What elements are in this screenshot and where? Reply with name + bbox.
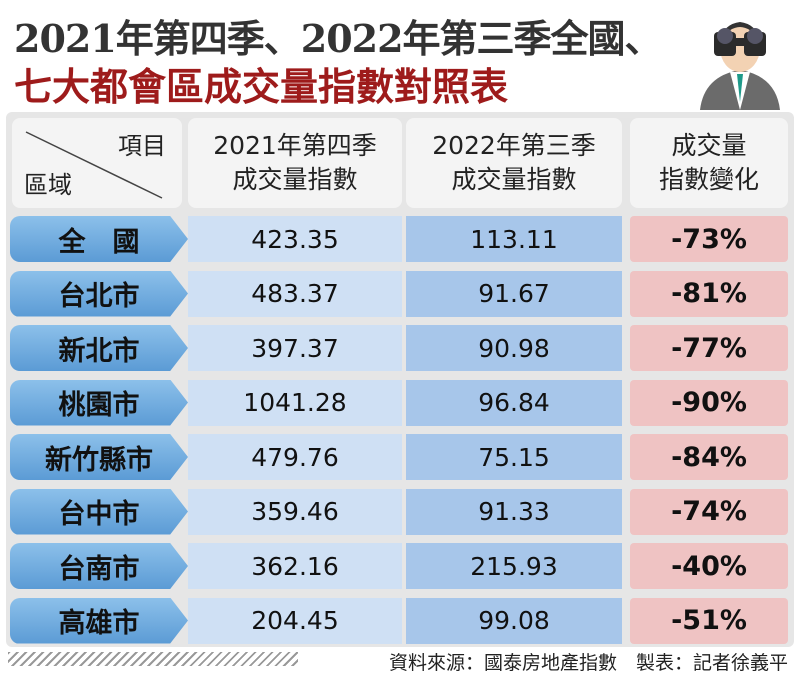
- index-2022-cell: 91.67: [406, 270, 622, 317]
- change-cell: -84%: [630, 434, 788, 480]
- index-2021-cell: 483.37: [188, 270, 402, 317]
- index-2021-cell: 397.37: [188, 325, 402, 371]
- binocular-icon: [700, 22, 780, 110]
- index-2022-cell: 215.93: [406, 543, 622, 589]
- change-cell: -74%: [630, 488, 788, 535]
- corner-top: 項目: [118, 132, 166, 160]
- index-2022-cell: 90.98: [406, 325, 622, 371]
- header-text: 成交量指數: [232, 165, 358, 194]
- header-text: 2022年第三季: [432, 131, 596, 160]
- index-2021-cell: 479.76: [188, 434, 402, 480]
- header-cell: 成交量 指數變化: [630, 118, 788, 208]
- region-cell: 台北市: [10, 270, 188, 317]
- header-text: 成交量: [671, 131, 747, 160]
- footer-hatch: [8, 652, 298, 666]
- title: 2021年第四季、2022年第三季全國、: [14, 16, 663, 61]
- corner-cell: 項目 區域: [12, 118, 182, 208]
- header-text: 2021年第四季: [213, 131, 377, 160]
- header-cell: 2022年第三季 成交量指數: [406, 118, 622, 208]
- index-2021-cell: 359.46: [188, 488, 402, 535]
- header-cell: 2021年第四季 成交量指數: [188, 118, 402, 208]
- region-cell: 高雄市: [10, 597, 188, 644]
- index-2022-cell: 113.11: [406, 216, 622, 262]
- region-cell: 全 國: [10, 216, 188, 262]
- corner-bottom: 區域: [24, 171, 72, 199]
- subtitle: 七大都會區成交量指數對照表: [14, 64, 509, 109]
- corner-diagonal: [25, 131, 163, 199]
- region-cell: 台中市: [10, 488, 188, 535]
- region-cell: 台南市: [10, 543, 188, 589]
- region-cell: 桃園市: [10, 379, 188, 426]
- change-cell: -77%: [630, 325, 788, 371]
- header-text: 成交量指數: [451, 165, 577, 194]
- region-cell: 新北市: [10, 325, 188, 371]
- index-2021-cell: 204.45: [188, 597, 402, 644]
- index-2022-cell: 96.84: [406, 379, 622, 426]
- region-cell: 新竹縣市: [10, 434, 188, 480]
- change-cell: -40%: [630, 543, 788, 589]
- index-2021-cell: 423.35: [188, 216, 402, 262]
- index-2022-cell: 75.15: [406, 434, 622, 480]
- index-2021-cell: 1041.28: [188, 379, 402, 426]
- change-cell: -73%: [630, 216, 788, 262]
- change-cell: -81%: [630, 270, 788, 317]
- change-cell: -51%: [630, 597, 788, 644]
- index-2021-cell: 362.16: [188, 543, 402, 589]
- footer: 資料來源：國泰房地產指數 製表：記者徐義平: [388, 652, 788, 674]
- index-2022-cell: 91.33: [406, 488, 622, 535]
- header-text: 指數變化: [658, 165, 759, 194]
- change-cell: -90%: [630, 379, 788, 426]
- index-2022-cell: 99.08: [406, 597, 622, 644]
